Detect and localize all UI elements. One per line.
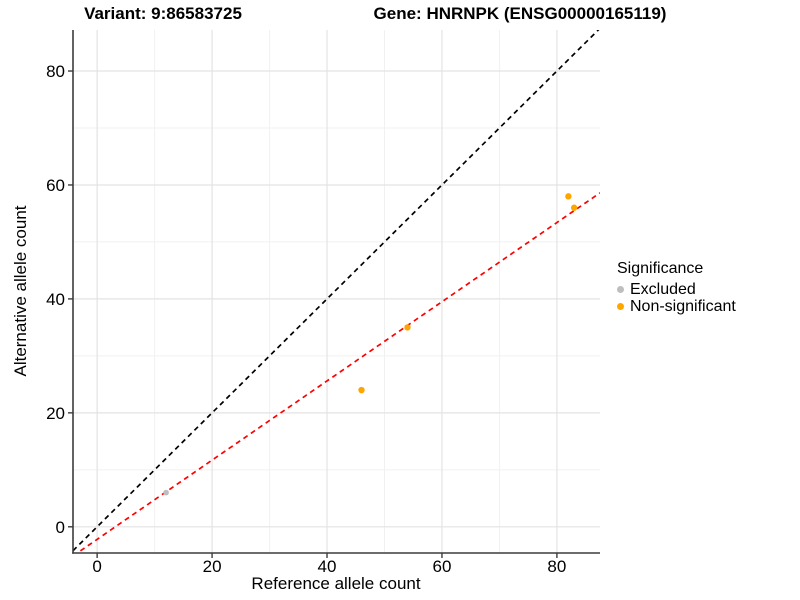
excluded-dot-icon — [617, 286, 624, 293]
y-tick-label: 80 — [46, 62, 65, 81]
y-axis-title: Alternative allele count — [11, 205, 30, 377]
x-tick-label: 60 — [432, 557, 451, 576]
data-point-non-significant — [404, 324, 411, 331]
legend-item-excluded: Excluded — [617, 281, 736, 298]
data-point-non-significant — [565, 193, 572, 200]
gene-title: Gene: HNRNPK (ENSG00000165119) — [373, 4, 667, 23]
legend: Significance Excluded Non-significant — [617, 260, 736, 315]
y-tick-label: 60 — [46, 176, 65, 195]
data-point-non-significant — [358, 386, 365, 394]
y-tick-label: 40 — [46, 290, 65, 309]
x-tick-label: 20 — [203, 557, 222, 576]
legend-label-non-significant: Non-significant — [630, 297, 736, 315]
y-tick-label: 0 — [56, 518, 65, 537]
y-tick-label: 20 — [46, 404, 65, 423]
regression-line — [75, 192, 600, 553]
x-tick-label: 40 — [318, 557, 337, 576]
x-tick-label: 80 — [547, 557, 566, 576]
legend-title: Significance — [617, 260, 704, 277]
x-tick-label: 0 — [92, 557, 101, 576]
legend-label-excluded: Excluded — [630, 280, 696, 298]
x-axis-title: Reference allele count — [251, 574, 421, 593]
data-point-non-significant — [570, 204, 578, 211]
identity-line — [73, 30, 600, 552]
data-point-excluded — [163, 489, 169, 496]
variant-title: Variant: 9:86583725 — [84, 4, 242, 23]
legend-item-non-significant: Non-significant — [617, 298, 736, 315]
non-significant-dot-icon — [617, 303, 624, 310]
